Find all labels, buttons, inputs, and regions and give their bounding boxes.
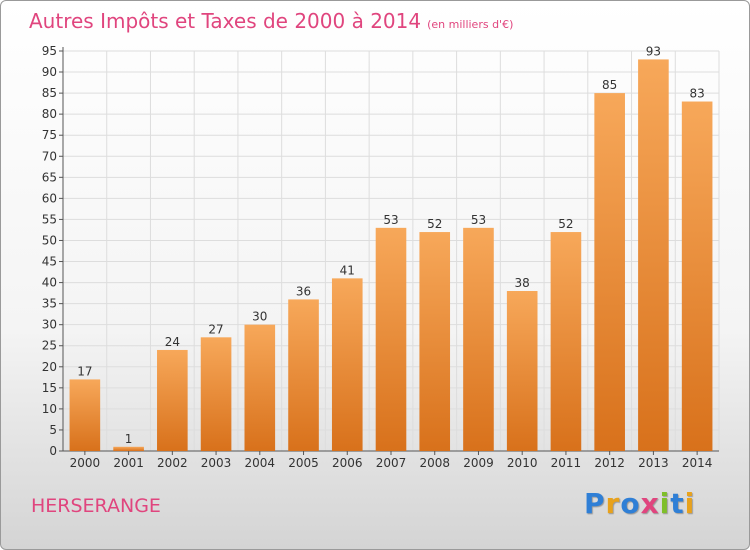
y-tick-label: 40 (42, 276, 57, 290)
bar-2012 (594, 93, 625, 452)
x-tick-label-2000: 2000 (70, 456, 101, 470)
data-label-2006: 41 (340, 263, 355, 277)
chart-unit: (en milliers d'€) (427, 18, 514, 31)
y-tick-label: 0 (49, 444, 57, 458)
x-tick-label-2011: 2011 (551, 456, 582, 470)
y-tick-label: 90 (42, 65, 57, 79)
x-tick-label-2008: 2008 (419, 456, 450, 470)
x-tick-label-2012: 2012 (594, 456, 625, 470)
proxiti-logo[interactable]: Proxiti (584, 487, 695, 520)
data-label-2012: 85 (602, 78, 617, 92)
y-tick-label: 35 (42, 297, 57, 311)
x-tick-label-2009: 2009 (463, 456, 494, 470)
logo-letter: P (584, 487, 606, 520)
logo-letter: i (684, 487, 696, 520)
logo-letter: o (620, 487, 641, 520)
y-tick-label: 70 (42, 149, 57, 163)
y-tick-label: 75 (42, 128, 57, 142)
data-label-2011: 52 (558, 217, 573, 231)
x-tick-label-2014: 2014 (682, 456, 713, 470)
bar-2011 (550, 232, 582, 451)
data-label-2001: 1 (125, 432, 133, 446)
logo-letter: r (605, 487, 621, 520)
y-tick-label: 10 (42, 402, 57, 416)
chart-title-text: Autres Impôts et Taxes de 2000 à 2014 (29, 9, 422, 33)
y-tick-label: 20 (42, 360, 57, 374)
bar-2004 (244, 324, 276, 451)
labels: 0 5 10 15 20 25 30 35 40 45 50 55 60 65 70 75 80 85 90 95 17… (42, 44, 713, 470)
bar-2009 (463, 227, 494, 451)
y-tick-label: 5 (49, 423, 57, 437)
bar-2008 (419, 232, 451, 451)
data-label-2010: 38 (515, 276, 530, 290)
data-label-2007: 53 (383, 213, 398, 227)
y-tick-label: 55 (42, 212, 57, 226)
x-tick-label-2005: 2005 (288, 456, 319, 470)
bar-2007 (375, 227, 407, 451)
data-label-2003: 27 (208, 322, 223, 336)
bar-2006 (331, 278, 363, 451)
chart-title: Autres Impôts et Taxes de 2000 à 2014 (en… (29, 9, 513, 33)
y-tick-label: 45 (42, 255, 57, 269)
y-tick-label: 60 (42, 191, 57, 205)
y-tick-label: 50 (42, 233, 57, 247)
data-label-2002: 24 (165, 335, 180, 349)
x-tick-label-2006: 2006 (332, 456, 363, 470)
place-name: HERSERANGE (31, 495, 161, 517)
y-tick-label: 95 (42, 44, 57, 58)
bar-2000 (69, 379, 101, 451)
x-tick-label-2004: 2004 (245, 456, 276, 470)
data-label-2000: 17 (77, 364, 92, 378)
y-tick-label: 25 (42, 339, 57, 353)
data-label-2014: 83 (689, 87, 704, 101)
x-tick-label-2003: 2003 (201, 456, 232, 470)
bar-2003 (200, 337, 232, 451)
data-label-2008: 52 (427, 217, 442, 231)
logo-letter: t (670, 487, 685, 520)
y-tick-label: 80 (42, 107, 57, 121)
data-label-2005: 36 (296, 284, 311, 298)
bar-2002 (157, 349, 188, 451)
bars (69, 59, 713, 452)
bar-2001 (113, 446, 144, 451)
bar-2005 (288, 299, 319, 451)
x-tick-label-2002: 2002 (157, 456, 188, 470)
x-tick-label-2010: 2010 (507, 456, 538, 470)
data-label-2009: 53 (471, 213, 486, 227)
x-tick-label-2013: 2013 (638, 456, 669, 470)
bar-2013 (638, 59, 669, 451)
y-tick-label: 15 (42, 381, 57, 395)
data-label-2004: 30 (252, 310, 267, 324)
logo-letter: x (640, 487, 660, 520)
bar-2010 (506, 291, 538, 451)
data-label-2013: 93 (646, 44, 661, 58)
bar-2014 (681, 101, 713, 452)
x-tick-label-2001: 2001 (113, 456, 144, 470)
y-tick-label: 85 (42, 86, 57, 100)
y-tick-label: 30 (42, 318, 57, 332)
x-tick-label-2007: 2007 (376, 456, 407, 470)
logo-letter: i (659, 487, 671, 520)
y-tick-label: 65 (42, 170, 57, 184)
